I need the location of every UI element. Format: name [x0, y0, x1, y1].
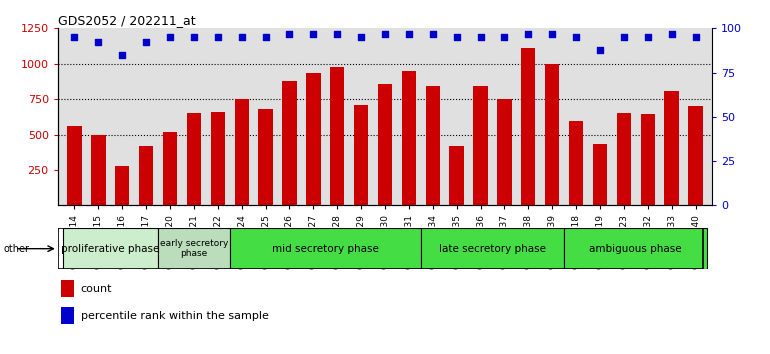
Bar [211, 112, 225, 205]
Bar [421, 228, 564, 269]
Bar [330, 67, 344, 205]
Point [474, 34, 487, 40]
Point [140, 40, 152, 45]
Point [522, 31, 534, 36]
Point [570, 34, 582, 40]
Point [116, 52, 129, 58]
Point [427, 31, 439, 36]
Text: early secretory
phase: early secretory phase [159, 239, 228, 258]
Bar [450, 146, 464, 205]
Text: GDS2052 / 202211_at: GDS2052 / 202211_at [58, 14, 196, 27]
Bar [229, 228, 421, 269]
Point [283, 31, 296, 36]
Point [92, 40, 105, 45]
Bar [474, 86, 487, 205]
Text: count: count [81, 284, 112, 294]
Point [689, 34, 701, 40]
Bar [521, 48, 535, 205]
Bar [162, 132, 177, 205]
Bar [402, 71, 416, 205]
Text: ambiguous phase: ambiguous phase [590, 244, 682, 254]
Point [188, 34, 200, 40]
Text: percentile rank within the sample: percentile rank within the sample [81, 311, 269, 321]
Point [546, 31, 558, 36]
Bar [61, 280, 74, 297]
Bar [91, 135, 105, 205]
Bar [139, 146, 153, 205]
Point [69, 34, 81, 40]
Bar [62, 228, 158, 269]
Point [307, 31, 320, 36]
Point [594, 47, 606, 52]
Text: mid secretory phase: mid secretory phase [272, 244, 379, 254]
Text: other: other [4, 244, 30, 254]
Point [164, 34, 176, 40]
Bar [688, 106, 703, 205]
Point [641, 34, 654, 40]
Bar [283, 81, 296, 205]
Bar [259, 109, 273, 205]
Bar [187, 113, 201, 205]
Bar [593, 144, 608, 205]
Bar [378, 84, 392, 205]
Bar [354, 105, 368, 205]
Bar [665, 91, 679, 205]
Bar [497, 99, 511, 205]
Text: proliferative phase: proliferative phase [61, 244, 159, 254]
Bar [617, 113, 631, 205]
Bar [564, 228, 708, 269]
Point [450, 34, 463, 40]
Bar [306, 73, 320, 205]
Point [403, 31, 415, 36]
Bar [61, 307, 74, 324]
Point [665, 31, 678, 36]
Point [236, 34, 248, 40]
Point [212, 34, 224, 40]
Bar [641, 114, 655, 205]
Bar [115, 166, 129, 205]
Bar [426, 86, 440, 205]
Text: late secretory phase: late secretory phase [439, 244, 546, 254]
Point [331, 31, 343, 36]
Bar [569, 121, 583, 205]
Point [618, 34, 630, 40]
Point [355, 34, 367, 40]
Bar [158, 228, 229, 269]
Bar [545, 64, 559, 205]
Point [259, 34, 272, 40]
Bar [235, 99, 249, 205]
Point [379, 31, 391, 36]
Point [498, 34, 511, 40]
Bar [67, 126, 82, 205]
